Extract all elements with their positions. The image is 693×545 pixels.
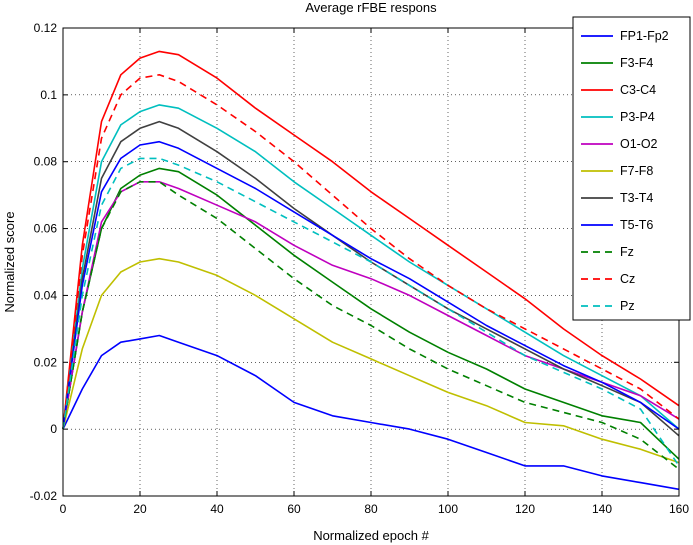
y-tick-label: 0.12 <box>34 21 58 35</box>
legend-label: F3-F4 <box>620 56 653 70</box>
y-axis-label: Normalized score <box>2 211 17 312</box>
legend: FP1-Fp2 F3-F4 C3-C4 P3-P4 O1-O2 F7-F8 T3-T4 T5-… <box>572 16 691 321</box>
series-line-t5-t6 <box>62 140 680 430</box>
series-line-fp1-fp2 <box>62 334 680 491</box>
y-tick-label: 0.06 <box>34 222 58 236</box>
series-line-fz <box>62 181 680 470</box>
legend-label: C3-C4 <box>620 83 656 97</box>
legend-label: P3-P4 <box>620 110 655 124</box>
series-line-t3-t4 <box>62 120 680 437</box>
x-tick-label: 80 <box>364 502 378 516</box>
legend-label: Pz <box>620 299 635 313</box>
legend-label: T3-T4 <box>620 191 653 205</box>
y-tick-label: 0.1 <box>40 88 57 102</box>
legend-label: Fz <box>620 245 634 259</box>
legend-label: Cz <box>620 272 635 286</box>
x-tick-label: 140 <box>592 502 612 516</box>
y-tick-label: -0.02 <box>30 489 58 503</box>
x-tick-label: 40 <box>210 502 224 516</box>
axis-ticks: 0 20 40 60 80 100 120 140 160-0.0200.020.040.060… <box>30 21 690 516</box>
x-tick-label: 0 <box>60 502 67 516</box>
series-line-p3-p4 <box>62 104 680 430</box>
y-tick-label: 0 <box>50 422 57 436</box>
series-line-pz <box>62 157 680 467</box>
x-tick-label: 120 <box>515 502 535 516</box>
x-tick-label: 100 <box>438 502 458 516</box>
y-tick-label: 0.08 <box>34 155 58 169</box>
y-tick-label: 0.04 <box>34 288 58 302</box>
legend-label: FP1-Fp2 <box>620 29 669 43</box>
series-line-cz <box>62 74 680 430</box>
series-line-f3-f4 <box>62 167 680 460</box>
series-line-c3-c4 <box>62 50 680 430</box>
legend-box <box>572 16 691 321</box>
chart-title: Average rFBE respons <box>305 0 437 15</box>
x-tick-label: 60 <box>287 502 301 516</box>
series-line-o1-o2 <box>62 181 680 430</box>
legend-label: T5-T6 <box>620 218 653 232</box>
x-tick-label: 160 <box>669 502 689 516</box>
legend-label: F7-F8 <box>620 164 653 178</box>
series-lines <box>62 50 680 491</box>
legend-label: O1-O2 <box>620 137 658 151</box>
x-axis-label: Normalized epoch # <box>313 528 429 543</box>
y-tick-label: 0.02 <box>34 355 58 369</box>
series-line-f7-f8 <box>62 257 680 464</box>
x-tick-label: 20 <box>133 502 147 516</box>
